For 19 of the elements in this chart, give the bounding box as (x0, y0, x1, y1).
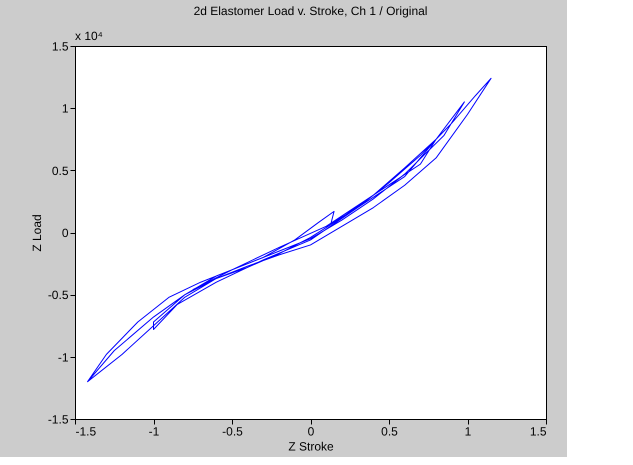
line-series (87, 78, 492, 382)
y-axis-title: Z Load (30, 214, 44, 252)
y-tick-label: 1.5 (52, 40, 69, 54)
y-tick-label: -1.5 (48, 412, 69, 426)
x-tick-label: -1.5 (76, 424, 97, 438)
x-tick-label: 0 (308, 424, 315, 438)
y-tick-label: 0.5 (52, 164, 69, 178)
y-tick-label: -1 (58, 350, 69, 364)
y-tick-label: -0.5 (48, 288, 69, 302)
x-tick-label: 1.5 (530, 424, 547, 438)
y-tick-label: 1 (62, 102, 69, 116)
text: x 10⁴ (75, 29, 103, 43)
y-tick-label: 0 (62, 226, 69, 240)
x-tick-label: -0.5 (222, 424, 244, 438)
x-axis-title: Z Stroke (288, 440, 334, 454)
chart-title: 2d Elastomer Load v. Stroke, Ch 1 / Original (194, 4, 428, 18)
x-tick-label: 1 (464, 424, 472, 438)
x-tick-label: 0.5 (381, 424, 398, 438)
x-tick-label: -1 (148, 424, 160, 438)
